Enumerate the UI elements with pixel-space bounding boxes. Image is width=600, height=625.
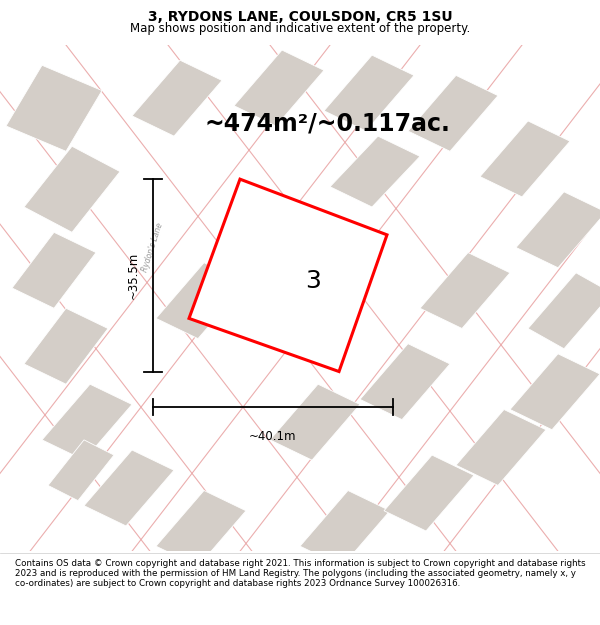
Polygon shape	[330, 136, 420, 207]
Text: Contains OS data © Crown copyright and database right 2021. This information is : Contains OS data © Crown copyright and d…	[15, 559, 586, 588]
Polygon shape	[510, 354, 600, 430]
Polygon shape	[384, 455, 474, 531]
Polygon shape	[6, 65, 102, 151]
Polygon shape	[12, 232, 96, 308]
Polygon shape	[24, 146, 120, 232]
Polygon shape	[132, 60, 222, 136]
Polygon shape	[234, 50, 324, 126]
Polygon shape	[324, 55, 414, 131]
Polygon shape	[480, 121, 570, 197]
Text: 3, RYDONS LANE, COULSDON, CR5 1SU: 3, RYDONS LANE, COULSDON, CR5 1SU	[148, 10, 452, 24]
Polygon shape	[42, 384, 132, 460]
Polygon shape	[360, 344, 450, 419]
Polygon shape	[420, 253, 510, 329]
Text: ~474m²/~0.117ac.: ~474m²/~0.117ac.	[204, 111, 450, 136]
Polygon shape	[156, 491, 246, 566]
Polygon shape	[189, 179, 387, 371]
Text: ~35.5m: ~35.5m	[127, 252, 140, 299]
Text: Map shows position and indicative extent of the property.: Map shows position and indicative extent…	[130, 22, 470, 35]
Polygon shape	[48, 440, 114, 501]
Polygon shape	[24, 308, 108, 384]
Text: 3: 3	[305, 269, 320, 293]
Polygon shape	[456, 409, 546, 486]
Polygon shape	[156, 262, 246, 339]
Text: ~40.1m: ~40.1m	[249, 430, 297, 442]
Polygon shape	[84, 450, 174, 526]
Polygon shape	[300, 491, 390, 566]
Polygon shape	[528, 272, 600, 349]
Polygon shape	[270, 384, 360, 460]
Polygon shape	[516, 192, 600, 268]
Text: Rydon's Lane: Rydon's Lane	[141, 222, 165, 273]
Polygon shape	[408, 76, 498, 151]
